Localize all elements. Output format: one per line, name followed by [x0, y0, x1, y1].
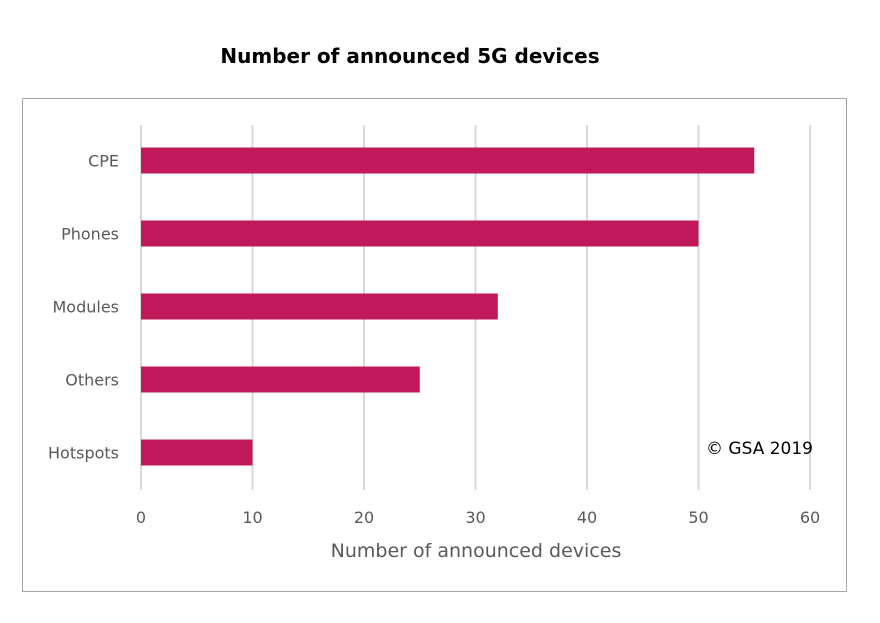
chart-title: Number of announced 5G devices — [220, 44, 600, 68]
bar-hotspots — [141, 439, 253, 466]
category-label: Phones — [61, 225, 119, 244]
bar-phones — [141, 220, 699, 247]
bar-cpe — [141, 147, 755, 174]
bar-modules — [141, 293, 498, 320]
x-tick-label: 10 — [242, 508, 262, 527]
category-label: CPE — [88, 152, 119, 171]
x-tick-label: 50 — [688, 508, 708, 527]
x-tick-label: 0 — [136, 508, 146, 527]
category-label: Modules — [52, 298, 119, 317]
bar-others — [141, 366, 420, 393]
category-label: Hotspots — [48, 444, 119, 463]
copyright-annotation: © GSA 2019 — [706, 439, 813, 459]
chart-frame — [22, 98, 847, 592]
x-tick-label: 20 — [354, 508, 374, 527]
category-label: Others — [65, 371, 119, 390]
x-axis-title: Number of announced devices — [331, 540, 622, 562]
x-tick-label: 40 — [577, 508, 597, 527]
x-tick-label: 60 — [800, 508, 820, 527]
x-tick-label: 30 — [465, 508, 485, 527]
